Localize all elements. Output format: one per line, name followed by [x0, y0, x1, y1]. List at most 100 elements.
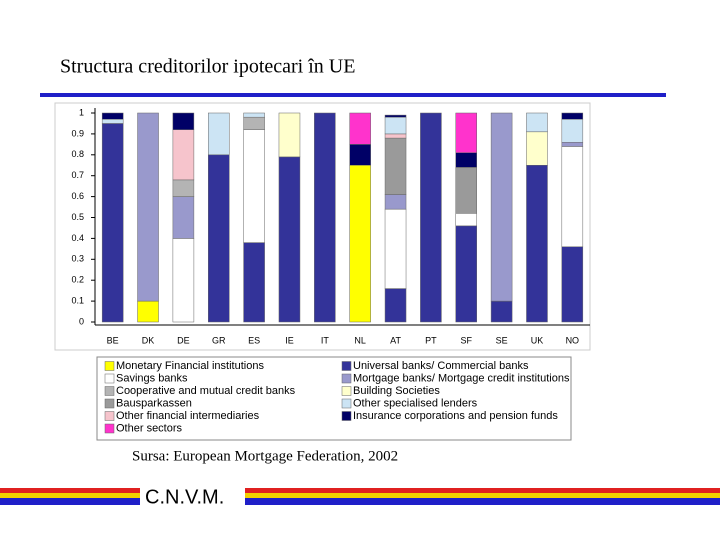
bar-segment — [208, 154, 230, 323]
slide-title: Structura creditorilor ipotecari în UE — [60, 56, 355, 78]
x-tick-label: DK — [142, 335, 155, 345]
bar-segment — [243, 116, 265, 130]
bar-segment — [490, 112, 513, 302]
legend-swatch — [341, 411, 352, 421]
x-tick-label: GR — [212, 335, 226, 345]
title-rule — [40, 93, 666, 97]
bar-segment — [561, 142, 584, 147]
bar-segment — [526, 165, 548, 323]
bar-segment — [561, 246, 584, 323]
bar-segment — [384, 288, 407, 323]
bar-segment — [526, 131, 548, 166]
legend-label: Monetary Financial institutions — [116, 360, 264, 372]
x-tick-label: SE — [496, 335, 508, 345]
bar-segment — [137, 300, 159, 323]
bar-segment — [172, 179, 195, 197]
bar-segment — [455, 225, 477, 323]
legend-swatch — [341, 386, 352, 396]
y-tick-label: 0.3 — [71, 254, 84, 264]
bar-segment — [490, 300, 513, 323]
x-tick-label: UK — [531, 335, 544, 345]
bar-segment — [349, 112, 371, 145]
x-tick-label: DE — [177, 335, 190, 345]
bar-segment — [455, 152, 477, 168]
x-tick-label: PT — [425, 335, 437, 345]
legend-swatch — [104, 423, 115, 434]
bar-segment — [384, 133, 407, 139]
legend-swatch — [104, 361, 115, 371]
bar-segment — [420, 112, 442, 323]
bar-segment — [384, 194, 407, 210]
y-tick-label: 1 — [79, 107, 84, 117]
bar-segment — [172, 129, 195, 181]
bar-segment — [278, 112, 301, 158]
bar-segment — [208, 112, 230, 156]
bar-segment — [278, 156, 301, 323]
legend-label: Cooperative and mutual credit banks — [116, 385, 296, 397]
bar-segment — [101, 123, 124, 323]
legend-swatch — [104, 386, 115, 396]
bar-segment — [561, 112, 584, 120]
bar-segment — [243, 129, 265, 243]
x-tick-label: ES — [248, 335, 260, 345]
legend-label: Other specialised lenders — [353, 397, 478, 409]
y-tick-label: 0.6 — [71, 191, 84, 201]
bar-segment — [455, 213, 477, 227]
bar-segment — [101, 119, 124, 124]
bar-segment — [243, 242, 265, 323]
x-tick-label: BE — [107, 335, 119, 345]
y-tick-label: 0.9 — [71, 128, 84, 138]
x-tick-label: NO — [566, 335, 580, 345]
bar-segment — [384, 114, 407, 118]
x-tick-label: IE — [285, 335, 294, 345]
legend-swatch — [341, 361, 352, 371]
legend-label: Universal banks/ Commercial banks — [353, 360, 529, 372]
bar-segment — [243, 112, 265, 118]
bar-segment — [172, 238, 195, 323]
bar-segment — [172, 196, 195, 239]
legend-label: Bausparkassen — [116, 397, 192, 409]
y-tick-label: 0.1 — [71, 295, 84, 305]
bar-segment — [101, 112, 124, 120]
bar-segment — [526, 112, 548, 133]
legend-label: Mortgage banks/ Mortgage credit institut… — [353, 372, 570, 384]
y-tick-label: 0.8 — [71, 149, 84, 159]
bar-segment — [172, 112, 195, 130]
bar-segment — [349, 165, 371, 323]
legend-swatch — [104, 373, 115, 384]
bar-segment — [384, 208, 407, 289]
y-tick-label: 0 — [79, 316, 84, 326]
legend-box — [96, 356, 572, 441]
bar-segment — [384, 116, 407, 135]
footer-stripes — [0, 488, 720, 505]
bar-segment — [561, 119, 584, 143]
x-tick-label: NL — [354, 335, 366, 345]
bar-segment — [455, 167, 477, 214]
x-tick-label: SF — [460, 335, 472, 345]
footer-logo: C.N.V.M. — [145, 486, 224, 508]
bar-segment — [314, 112, 336, 323]
bar-segment — [349, 144, 371, 166]
bar-segment — [561, 146, 584, 248]
bar-segment — [137, 112, 159, 302]
legend-label: Building Societies — [353, 385, 440, 397]
y-tick-label: 0.4 — [71, 233, 84, 243]
bar-segment — [384, 137, 407, 195]
legend-label: Insurance corporations and pension funds — [353, 410, 558, 422]
y-tick-label: 0.2 — [71, 275, 84, 285]
legend-label: Other financial intermediaries — [116, 410, 260, 422]
x-tick-label: IT — [321, 335, 330, 345]
legend-label: Savings banks — [116, 372, 188, 384]
source-note: Sursa: European Mortgage Federation, 200… — [132, 448, 398, 464]
legend-label: Other sectors — [116, 422, 183, 434]
x-tick-label: AT — [390, 335, 401, 345]
legend-swatch — [104, 411, 115, 421]
legend-swatch — [104, 398, 115, 409]
y-tick-label: 0.7 — [71, 170, 84, 180]
legend-swatch — [341, 398, 352, 409]
bar-segment — [455, 112, 477, 153]
legend-swatch — [341, 373, 352, 384]
y-tick-label: 0.5 — [71, 212, 84, 222]
